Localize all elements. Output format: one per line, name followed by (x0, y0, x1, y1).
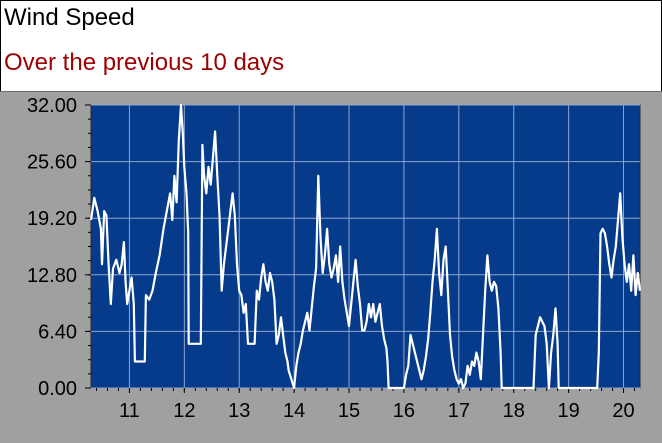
axes: 11 12 13 14 15 16 17 18 19 20 0.00 6.40 12.80 19.20 25… (27, 95, 636, 422)
y-tick-label: 25.60 (27, 152, 77, 174)
x-tick-label: 16 (393, 400, 415, 422)
y-tick-label: 19.20 (27, 208, 77, 230)
x-tick-label: 17 (448, 400, 470, 422)
x-tick-label: 13 (228, 400, 250, 422)
chart-subtitle: Over the previous 10 days (4, 49, 285, 76)
x-tick-label: 19 (558, 400, 580, 422)
x-tick-label: 12 (173, 400, 195, 422)
y-tick-label: 6.40 (38, 321, 77, 343)
chart-title: Wind Speed (4, 4, 135, 31)
x-tick-label: 18 (503, 400, 525, 422)
y-tick-label: 12.80 (27, 265, 77, 287)
x-tick-label: 11 (119, 400, 140, 422)
x-tick-label: 20 (612, 400, 634, 422)
x-tick-label: 15 (338, 400, 360, 422)
y-tick-label: 32.00 (27, 95, 77, 117)
wind-speed-line (89, 103, 642, 390)
wind-speed-chart: 11 12 13 14 15 16 17 18 19 20 0.00 6.40 12.80 19.20 25… (27, 95, 642, 422)
x-tick-label: 14 (283, 400, 305, 422)
y-tick-label: 0.00 (38, 378, 77, 400)
plot-area (90, 104, 641, 389)
